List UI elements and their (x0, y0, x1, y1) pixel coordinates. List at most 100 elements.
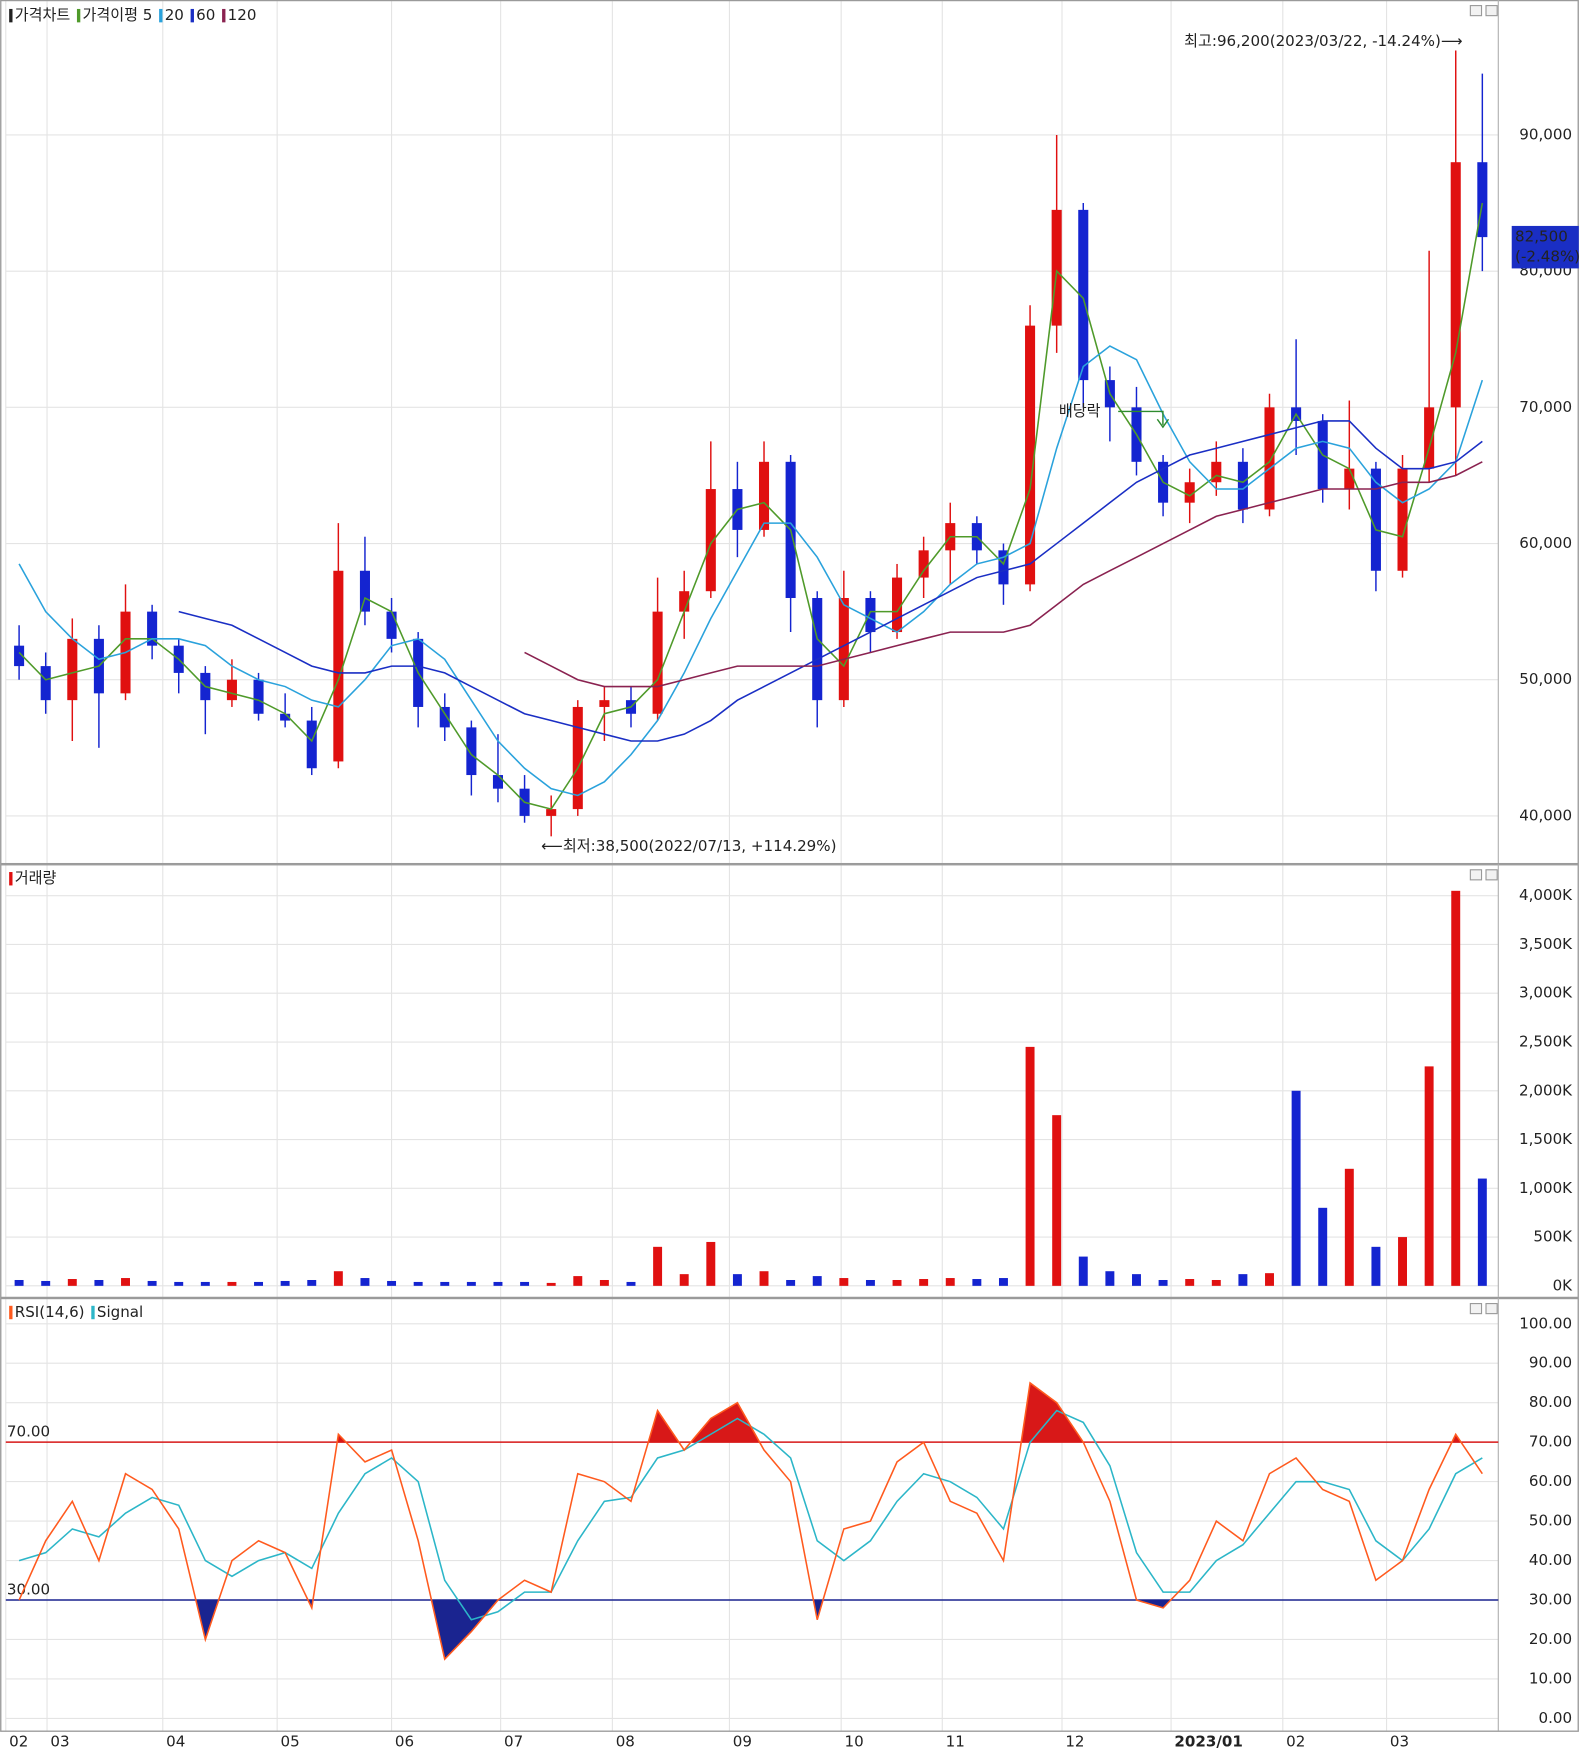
candle-body (892, 577, 903, 633)
y-tick-label: 70,000 (1519, 398, 1572, 416)
volume-bar (706, 1241, 716, 1286)
moving-average-line (178, 420, 1483, 742)
volume-bar (945, 1278, 955, 1286)
volume-bar (1318, 1207, 1328, 1286)
y-tick-label: 1,000K (1519, 1179, 1573, 1197)
y-tick-label: 10.00 (1529, 1669, 1572, 1687)
legend-label: 60 (196, 6, 215, 24)
x-tick-label: 07 (504, 1732, 523, 1750)
volume-bar (732, 1274, 742, 1286)
candle-body (466, 727, 477, 776)
volume-bar (653, 1246, 663, 1286)
panel-frame (0, 0, 1579, 865)
last-price-label: 82,500 (1515, 228, 1568, 246)
volume-bar (1132, 1274, 1141, 1286)
panel-close-button[interactable] (1485, 869, 1498, 881)
legend-label: 거래량 (15, 869, 57, 887)
candle-body (1237, 461, 1248, 510)
legend-swatch (9, 1305, 13, 1320)
volume-bar (333, 1271, 343, 1286)
candle-body (1051, 209, 1062, 326)
y-tick-label: 50,000 (1519, 670, 1572, 688)
y-tick-label: 1,500K (1519, 1130, 1573, 1148)
candle-body (1211, 461, 1222, 483)
y-tick-label: 20.00 (1529, 1630, 1572, 1648)
candle-body (1344, 468, 1355, 490)
volume-bar (1398, 1237, 1407, 1286)
y-tick-label: 70.00 (1529, 1433, 1572, 1451)
volume-bar (839, 1278, 849, 1286)
volume-bar (466, 1281, 476, 1286)
y-tick-label: 3,500K (1519, 935, 1573, 953)
candle-body (280, 713, 291, 721)
candle-body (679, 591, 690, 612)
candle-body (1264, 407, 1275, 510)
candle-body (67, 638, 78, 701)
volume-bar (14, 1279, 24, 1286)
y-tick-label: 0.00 (1539, 1709, 1573, 1727)
volume-bar (1477, 1178, 1487, 1286)
panel-minimize-button[interactable] (1469, 1303, 1483, 1315)
panel-close-button[interactable] (1485, 1303, 1498, 1315)
high-annotation: 최고:96,200(2023/03/22, -14.24%)⟶ (1184, 32, 1462, 50)
candle-body (546, 809, 557, 816)
y-tick-label: 4,000K (1519, 886, 1573, 904)
volume-bar (919, 1279, 929, 1286)
volume-bar (520, 1281, 530, 1286)
candle-body (1450, 162, 1461, 408)
volume-bar (1238, 1274, 1248, 1286)
volume-bar (307, 1279, 317, 1286)
candle-body (1397, 468, 1408, 571)
y-tick-label: 2,500K (1519, 1033, 1573, 1051)
panel-minimize-button[interactable] (1469, 869, 1483, 881)
candle-body (492, 775, 504, 789)
panel-close-button[interactable] (1485, 5, 1498, 17)
panel-frame (0, 864, 1579, 1299)
legend-label: 120 (228, 6, 257, 24)
low-annotation: ⟵최저:38,500(2022/07/13, +114.29%) (541, 837, 836, 855)
panel-frame (0, 1297, 1579, 1732)
volume-bar (254, 1281, 264, 1286)
volume-bar (1371, 1246, 1381, 1286)
overbought-fill (19, 1382, 1483, 1443)
y-tick-label: 90,000 (1519, 125, 1572, 143)
moving-average-line (524, 461, 1483, 688)
y-tick-label: 60,000 (1519, 534, 1572, 552)
candle-body (705, 489, 716, 592)
volume-bar (1105, 1271, 1115, 1286)
volume-bar (41, 1280, 51, 1286)
x-tick-label: 12 (1065, 1732, 1084, 1750)
volume-bar (147, 1280, 157, 1286)
candle-body (652, 611, 663, 714)
legend-swatch (76, 8, 81, 23)
volume-bar (227, 1281, 237, 1286)
volume-bar (413, 1281, 423, 1286)
candle-body (1025, 325, 1036, 585)
level-label: 30.00 (7, 1580, 50, 1598)
volume-bar (94, 1279, 104, 1286)
y-tick-label: 90.00 (1529, 1354, 1572, 1372)
volume-bar (360, 1278, 370, 1286)
legend-label: Signal (97, 1303, 143, 1321)
volume-bar (280, 1280, 290, 1286)
y-tick-label: 30.00 (1529, 1591, 1572, 1609)
volume-bar (573, 1276, 583, 1286)
volume-bar (67, 1279, 77, 1286)
y-tick-label: 80.00 (1529, 1393, 1572, 1411)
candle-body (812, 598, 823, 701)
y-tick-label: 2,000K (1519, 1081, 1573, 1099)
y-tick-label: 100.00 (1519, 1314, 1572, 1332)
x-tick-label: 06 (395, 1732, 414, 1750)
legend-swatch (190, 8, 194, 23)
volume-bar (1291, 1090, 1301, 1286)
y-tick-label: 40.00 (1529, 1551, 1572, 1569)
legend-swatch (9, 8, 13, 23)
volume-bar (998, 1278, 1008, 1286)
candle-body (1370, 468, 1381, 571)
volume-bar (865, 1279, 875, 1286)
volume-bar (626, 1281, 636, 1286)
volume-bar (972, 1279, 982, 1286)
volume-bar (1078, 1256, 1088, 1286)
panel-minimize-button[interactable] (1469, 5, 1483, 17)
